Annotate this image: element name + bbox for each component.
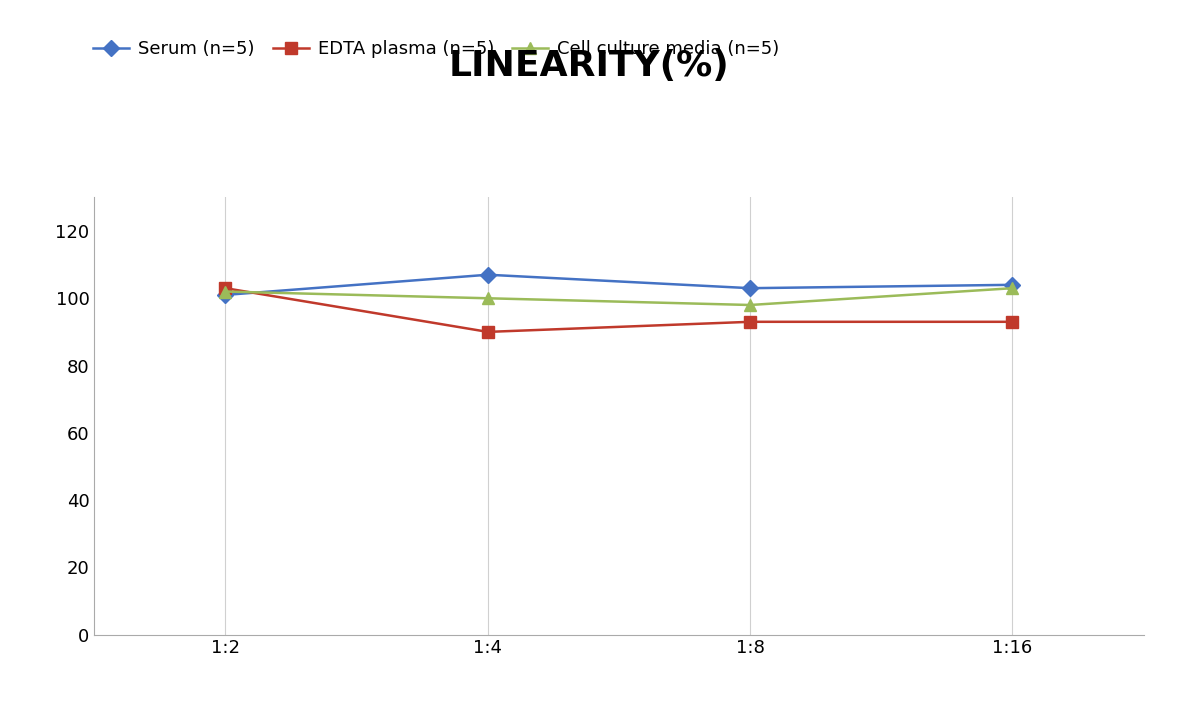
Serum (n=5) [481, 271, 495, 279]
EDTA plasma (n=5) [218, 284, 232, 293]
Cell culture media (n=5) [481, 294, 495, 302]
Cell culture media (n=5) [218, 288, 232, 296]
EDTA plasma (n=5) [743, 317, 757, 326]
Serum (n=5) [1006, 281, 1020, 289]
Line: Cell culture media (n=5): Cell culture media (n=5) [220, 283, 1017, 310]
Serum (n=5) [743, 284, 757, 293]
Cell culture media (n=5) [1006, 284, 1020, 293]
EDTA plasma (n=5) [1006, 317, 1020, 326]
Serum (n=5) [218, 290, 232, 299]
EDTA plasma (n=5) [481, 328, 495, 336]
Line: EDTA plasma (n=5): EDTA plasma (n=5) [220, 283, 1017, 338]
Text: LINEARITY(%): LINEARITY(%) [449, 49, 730, 83]
Cell culture media (n=5) [743, 301, 757, 309]
Legend: Serum (n=5), EDTA plasma (n=5), Cell culture media (n=5): Serum (n=5), EDTA plasma (n=5), Cell cul… [93, 40, 779, 59]
Line: Serum (n=5): Serum (n=5) [220, 269, 1017, 300]
